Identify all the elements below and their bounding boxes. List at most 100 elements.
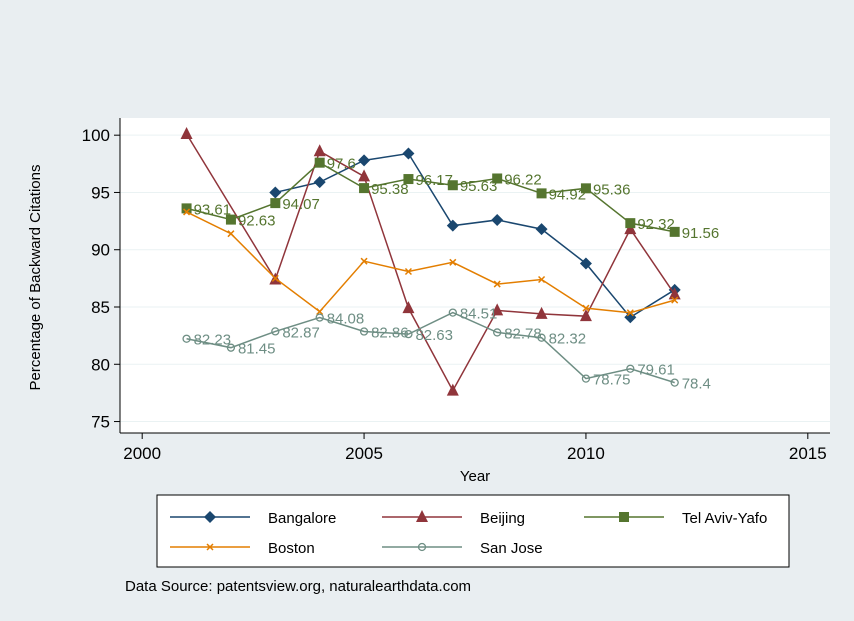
- data-label: 93.61: [194, 201, 232, 218]
- marker-stroke: [404, 267, 412, 276]
- marker-x: [183, 208, 191, 216]
- legend-label: San Jose: [480, 540, 543, 557]
- marker-stroke: [227, 230, 235, 238]
- x-tick-label: 2010: [567, 444, 605, 463]
- data-label: 91.56: [682, 225, 720, 242]
- series-bangalore: [269, 147, 681, 324]
- data-label: 92.63: [238, 213, 276, 230]
- marker-stroke: [316, 308, 324, 316]
- legend-box: [156, 494, 790, 568]
- series-group: [180, 127, 681, 396]
- marker-triangle: [416, 510, 428, 522]
- x-tick-label: 2015: [789, 444, 827, 463]
- marker-diamond: [446, 219, 459, 232]
- marker-triangle: [668, 287, 681, 300]
- marker-x: [404, 267, 412, 276]
- marker-square: [403, 174, 414, 185]
- source-note: Data Source: patentsview.org, naturalear…: [125, 578, 471, 595]
- data-label: 82.32: [549, 331, 587, 348]
- x-axis-title: Year: [460, 468, 490, 485]
- y-axis-title: Percentage of Backward Citations: [27, 165, 44, 391]
- marker-stroke: [493, 280, 501, 288]
- legend-item-san-jose: San Jose: [382, 540, 543, 557]
- marker-hollow-circle: [537, 333, 546, 342]
- data-label: 81.45: [238, 341, 276, 358]
- marker-stroke: [183, 208, 191, 216]
- marker-x: [227, 230, 235, 238]
- data-label: 82.78: [504, 325, 542, 342]
- data-label: 84.08: [327, 311, 365, 328]
- series-beijing: [180, 127, 681, 396]
- y-tick-label: 95: [91, 183, 110, 202]
- marker-square: [536, 188, 547, 199]
- marker-x: [626, 309, 634, 317]
- y-tick-label: 80: [91, 355, 110, 374]
- legend: Bangalore Beijing Tel Aviv-Yafo Boston San J…: [156, 494, 790, 568]
- legend-label: Tel Aviv-Yafo: [682, 510, 767, 527]
- series-line-san-jose: [186, 311, 675, 384]
- marker-diamond: [204, 511, 216, 523]
- marker-x: [449, 258, 457, 266]
- marker-hollow-circle: [581, 374, 591, 383]
- y-tick-label: 75: [91, 413, 110, 432]
- marker-hollow-circle: [315, 313, 324, 322]
- marker-triangle: [446, 383, 459, 396]
- x-tick-label: 2000: [123, 444, 161, 463]
- data-label: 82.23: [194, 332, 232, 349]
- legend-label: Boston: [268, 540, 315, 557]
- marker-square: [314, 157, 325, 168]
- y-tick-label: 85: [91, 298, 110, 317]
- marker-stroke: [449, 258, 457, 266]
- marker-triangle: [579, 309, 592, 322]
- marker-hollow-circle: [271, 327, 280, 336]
- marker-stroke: [360, 257, 368, 265]
- data-label: 78.75: [593, 372, 631, 389]
- marker-hollow-circle: [417, 542, 427, 552]
- marker-triangle: [358, 169, 371, 182]
- marker-hollow-circle: [448, 308, 457, 317]
- marker-square: [270, 198, 281, 209]
- marker-x: [206, 543, 214, 551]
- data-label: 95.38: [371, 181, 409, 198]
- marker-square: [580, 183, 591, 194]
- series-tel-aviv-yafo: [181, 157, 680, 237]
- x-tick-label: 2005: [345, 444, 383, 463]
- marker-hollow-circle: [493, 328, 502, 337]
- marker-square: [359, 183, 370, 194]
- marker-square: [669, 226, 680, 237]
- plot-area: [120, 118, 830, 433]
- marker-x: [538, 275, 546, 284]
- marker-x: [493, 280, 501, 288]
- marker-stroke: [626, 309, 634, 317]
- data-label: 97.6: [327, 156, 356, 173]
- marker-diamond: [313, 176, 326, 189]
- data-label: 96.22: [504, 171, 542, 188]
- series-line-boston: [186, 211, 675, 314]
- marker-x: [271, 274, 279, 282]
- marker-x: [360, 257, 368, 265]
- series-line-tel-aviv-yafo: [186, 161, 675, 233]
- marker-triangle: [180, 127, 193, 140]
- data-label: 78.4: [682, 376, 711, 393]
- data-label: 82.87: [282, 324, 320, 341]
- marker-x: [316, 308, 324, 316]
- marker-diamond: [491, 213, 504, 226]
- legend-item-boston: Boston: [170, 540, 315, 557]
- marker-triangle: [313, 144, 326, 157]
- legend-item-tel-aviv-yafo: Tel Aviv-Yafo: [584, 510, 767, 527]
- y-tick-label: 100: [82, 126, 110, 145]
- marker-diamond: [269, 186, 282, 199]
- data-label: 79.61: [637, 362, 675, 379]
- marker-square: [492, 173, 503, 184]
- marker-triangle: [491, 303, 504, 316]
- marker-stroke: [538, 275, 546, 284]
- marker-hollow-circle: [182, 334, 191, 343]
- marker-x: [671, 296, 679, 304]
- marker-diamond: [579, 257, 592, 270]
- marker-x: [582, 304, 590, 312]
- marker-diamond: [402, 147, 415, 160]
- legend-item-bangalore: Bangalore: [170, 510, 336, 527]
- series-line-bangalore: [275, 152, 676, 319]
- data-label: 92.32: [637, 216, 675, 233]
- marker-stroke: [206, 543, 214, 551]
